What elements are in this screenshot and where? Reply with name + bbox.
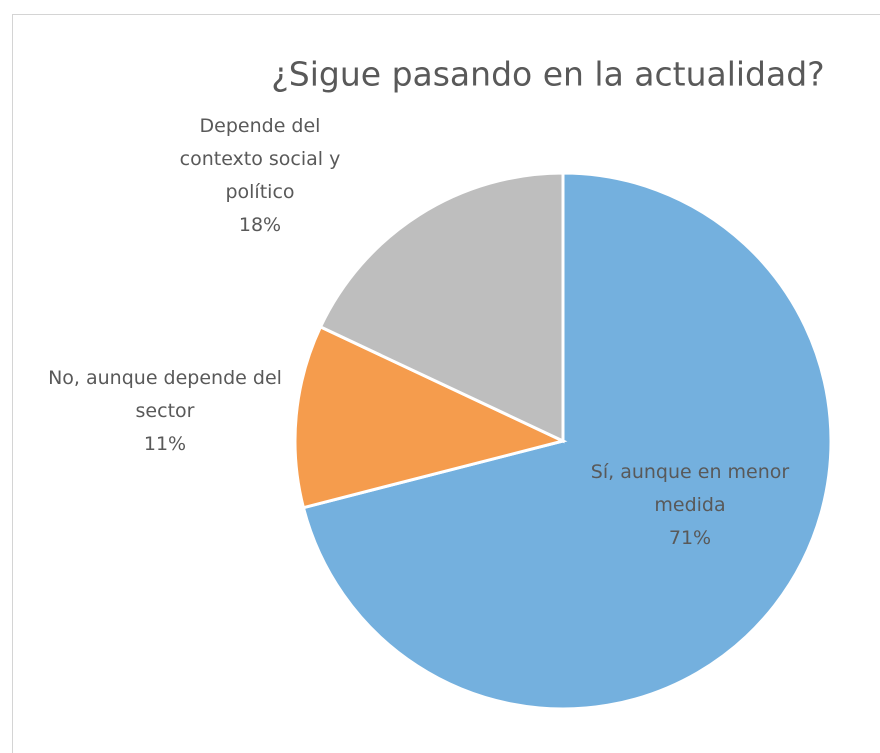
value-label: 11% xyxy=(143,433,187,455)
value-label: 71% xyxy=(668,527,712,549)
chart-title: ¿Sigue pasando en la actualidad? xyxy=(271,55,824,94)
category-label: No, aunque depende del sector xyxy=(48,367,282,422)
data-label: No, aunque depende del sector 11% xyxy=(30,362,300,461)
pie-slice xyxy=(293,324,568,510)
category-label: Depende del contexto social y político xyxy=(179,115,341,203)
category-label: Sí, aunque en menor medida xyxy=(590,461,790,516)
pie-slice xyxy=(301,171,833,711)
chart-frame xyxy=(12,14,880,753)
data-label: Sí, aunque en menor medida 71% xyxy=(560,456,820,555)
data-label: Depende del contexto social y político 18… xyxy=(160,110,360,242)
pie-slice xyxy=(318,171,565,444)
value-label: 18% xyxy=(238,214,282,236)
